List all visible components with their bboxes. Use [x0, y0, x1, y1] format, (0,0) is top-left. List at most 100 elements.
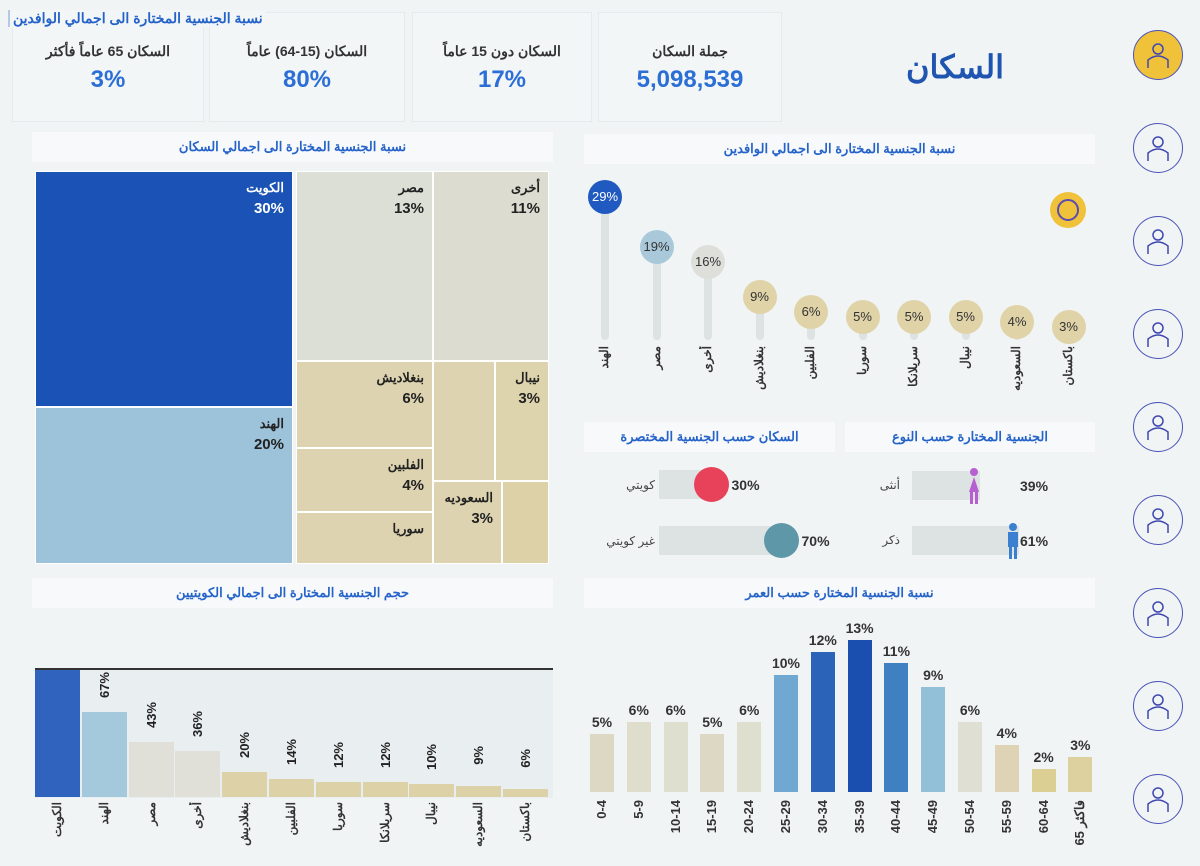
kuwaiti-bar[interactable]: [269, 779, 314, 797]
treemap-cell-unlabeled[interactable]: [502, 481, 549, 564]
age-bar[interactable]: [884, 663, 909, 792]
kuwaiti-bar[interactable]: [222, 771, 268, 797]
treemap-cell-egypt[interactable]: مصر 13%: [296, 171, 433, 361]
population-icon[interactable]: [1133, 30, 1183, 80]
bar-value-label: 10%: [424, 744, 440, 771]
age-bar[interactable]: [958, 721, 982, 792]
lollipop-point[interactable]: 5%: [948, 300, 983, 334]
treemap-cell-philippines[interactable]: الفلبين 4%: [296, 448, 433, 512]
age-category-label: 40-44: [888, 800, 904, 834]
kuwaiti-bar[interactable]: [81, 711, 127, 797]
age-bar[interactable]: [1068, 756, 1093, 792]
kuwaiti-bar[interactable]: [362, 781, 408, 797]
lollipop-stem: [601, 197, 609, 340]
kuwaiti-bar[interactable]: [315, 781, 361, 797]
gender-label: ذكر: [882, 533, 900, 547]
lollipop-category-label: مصر: [648, 346, 663, 370]
lollipop-point[interactable]: 29%: [588, 180, 622, 214]
lollipop-category-label: أخرى: [700, 346, 714, 373]
cell-label: الكويت: [246, 180, 284, 195]
bar-value-label: 43%: [143, 702, 159, 729]
cell-label: نيبال: [515, 370, 540, 385]
treemap-cell-saudi[interactable]: السعوديه 3%: [433, 481, 502, 564]
treemap-cell-syria[interactable]: سوريا: [296, 512, 433, 564]
kpi-label: السكان دون 15 عاماً: [443, 43, 561, 59]
bar-value-label: 67%: [96, 671, 112, 698]
age-bar[interactable]: [737, 721, 762, 792]
bar-category-label: الهند: [96, 802, 111, 825]
age-bar[interactable]: [626, 721, 651, 792]
bar-value-label: 12%: [330, 741, 346, 768]
kuwaiti-bar[interactable]: [128, 742, 174, 797]
age-bar[interactable]: [590, 733, 614, 792]
age-bar[interactable]: [994, 745, 1019, 792]
age-bar[interactable]: [847, 639, 872, 792]
lollipop-category-label: سريلانكا: [906, 346, 920, 387]
treemap-cell-nepal[interactable]: نيبال 3%: [495, 361, 549, 481]
lollipop-point[interactable]: 16%: [691, 245, 725, 279]
age-category-label: 15-19: [704, 800, 720, 834]
bar-category-label: الفلبين: [284, 802, 298, 836]
age-bar[interactable]: [700, 733, 725, 792]
lollipop-category-label: الفلبين: [803, 346, 817, 380]
kpi-15-64: السكان (15-64) عاماً 80%: [209, 12, 405, 122]
age-category-label: 60-64: [1035, 800, 1051, 834]
lollipop-point[interactable]: 9%: [742, 280, 777, 314]
bar-category-label: مصر: [143, 802, 158, 826]
bar-value-label: 20%: [237, 731, 253, 758]
age-bar[interactable]: [663, 721, 688, 792]
lollipop-point[interactable]: 6%: [794, 295, 828, 329]
bar-value-label: 2%: [1033, 748, 1054, 765]
bar-value-label: 5%: [702, 713, 723, 730]
kuwaiti-bar[interactable]: [409, 784, 455, 797]
lollipop-point[interactable]: 5%: [845, 300, 880, 334]
domestic-workers-icon[interactable]: [1133, 588, 1183, 638]
cell-value: 11%: [510, 200, 540, 217]
age-bar[interactable]: [774, 675, 798, 792]
bar-value-label: 4%: [996, 725, 1017, 742]
statistics-icon[interactable]: [1133, 216, 1183, 266]
kpi-value: 17%: [477, 66, 527, 93]
kuwaiti-family-icon: [693, 467, 729, 502]
bar-category-label: الكويت: [50, 802, 64, 837]
cell-label: الفلبين: [387, 457, 424, 472]
kuwaiti-bar[interactable]: [503, 789, 548, 797]
nationality-bar-track: [659, 526, 782, 555]
nationality-label: كويتي: [626, 478, 655, 492]
workforce-icon[interactable]: [1133, 402, 1183, 452]
lollipop-point[interactable]: 5%: [897, 300, 931, 334]
lollipop-point[interactable]: 3%: [1051, 310, 1086, 344]
age-category-label: 0-4: [594, 800, 609, 819]
kpi-65-plus: السكان 65 عاماً فأكثر 3%: [12, 12, 204, 122]
growth-icon[interactable]: [1133, 309, 1183, 359]
cell-label: أخرى: [511, 180, 540, 195]
age-bar[interactable]: [921, 686, 946, 792]
treemap-cell-india[interactable]: الهند 20%: [35, 407, 293, 564]
treemap-cell-bangladesh[interactable]: بنغلاديش 6%: [296, 361, 433, 448]
community-icon[interactable]: [1133, 123, 1183, 173]
bar-value-label: 36%: [190, 711, 206, 738]
kuwaiti-bar[interactable]: [456, 785, 502, 797]
bar-value-label: 12%: [808, 631, 837, 648]
bar-category-label: بنغلاديش: [237, 802, 252, 846]
treemap-cell-other[interactable]: أخرى 11%: [433, 171, 549, 361]
treemap-cell-kuwait[interactable]: الكويت 30%: [35, 171, 293, 407]
nationality-label: غير كويتي: [606, 534, 655, 548]
kpi-label: السكان 65 عاماً فأكثر: [45, 43, 171, 59]
workers-icon[interactable]: [1133, 495, 1183, 545]
gender-title: الجنسية المختارة حسب النوع: [845, 422, 1095, 452]
age-bar[interactable]: [810, 651, 835, 792]
lollipop-category-label: السعوديه: [1009, 346, 1023, 391]
age-bar[interactable]: [1031, 768, 1056, 792]
housing-icon[interactable]: [1133, 774, 1183, 824]
labor-icon[interactable]: [1133, 681, 1183, 731]
bar-category-label: سوريا: [330, 802, 345, 832]
bar-value-label: 10%: [771, 655, 801, 671]
lollipop-title: نسبة الجنسية المختارة الى اجمالي الوافدي…: [584, 134, 1095, 164]
kuwaiti-bar[interactable]: [175, 751, 221, 797]
lollipop-point[interactable]: 19%: [639, 230, 674, 264]
kuwaiti-bar[interactable]: [35, 670, 80, 797]
lollipop-point[interactable]: 4%: [1000, 305, 1034, 339]
lollipop-category-label: نيبال: [957, 346, 972, 369]
treemap-cell-unlabeled[interactable]: [433, 361, 495, 481]
